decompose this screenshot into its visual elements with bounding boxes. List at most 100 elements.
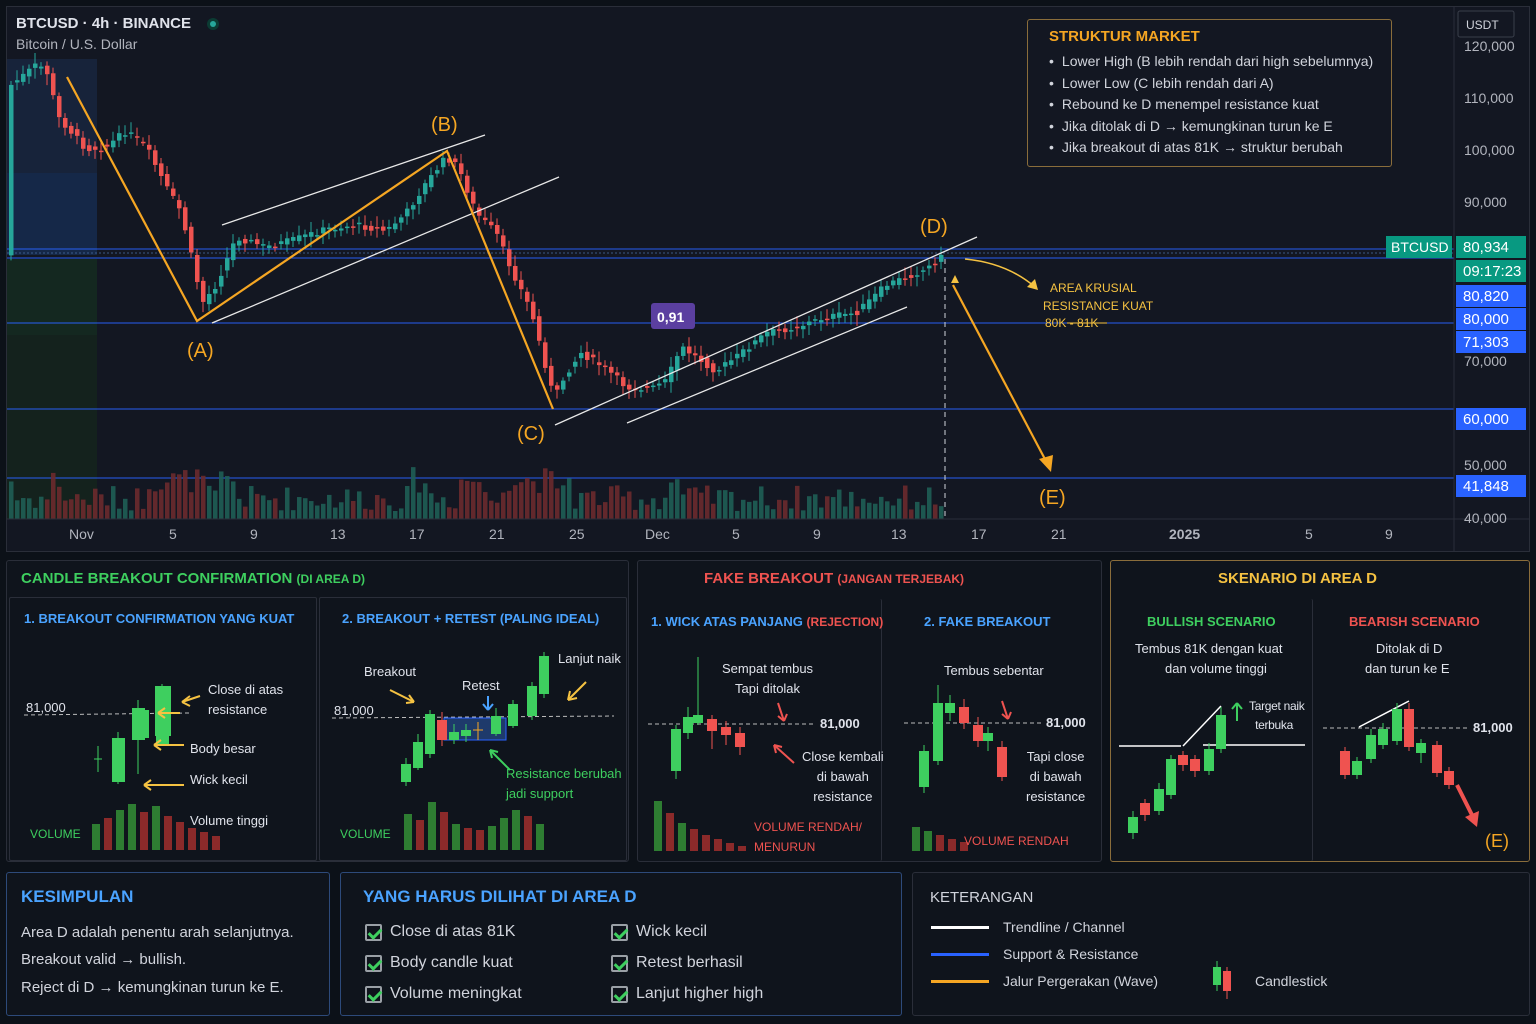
candle-body bbox=[705, 357, 710, 369]
volume-bar bbox=[237, 498, 242, 519]
candle-body bbox=[45, 65, 50, 75]
checkbox-checked-icon[interactable] bbox=[611, 923, 628, 941]
fake-breakout-title: FAKE BREAKOUT (JANGAN TERJEBAK) bbox=[704, 570, 965, 587]
candle-body bbox=[423, 183, 428, 195]
candle-body bbox=[753, 340, 758, 345]
volume-bar bbox=[177, 474, 182, 519]
checkbox-checked-icon[interactable] bbox=[611, 985, 628, 1003]
candle-body bbox=[561, 380, 566, 390]
wick-rejection-diagram bbox=[648, 657, 816, 851]
time-tick: 5 bbox=[732, 526, 740, 542]
price-badge-text: 60,000 bbox=[1463, 411, 1509, 428]
volume-bar bbox=[873, 503, 878, 519]
volume-bar bbox=[627, 491, 632, 519]
candle-body bbox=[147, 144, 152, 150]
candle-body bbox=[291, 237, 296, 241]
checklist-item[interactable]: Close di atas 81K bbox=[365, 923, 515, 941]
checkbox-checked-icon[interactable] bbox=[365, 985, 382, 1003]
candle-body bbox=[765, 331, 770, 337]
fake-breakout-subtitle: 2. FAKE BREAKOUT bbox=[924, 614, 1051, 629]
volume-bar bbox=[471, 481, 476, 519]
time-tick: 2025 bbox=[1169, 526, 1200, 542]
checkbox-checked-icon[interactable] bbox=[365, 923, 382, 941]
volume-bar bbox=[159, 489, 164, 519]
candle-body bbox=[135, 136, 140, 138]
checkbox-checked-icon[interactable] bbox=[365, 954, 382, 972]
fake-breakout-panel: FAKE BREAKOUT (JANGAN TERJEBAK) 1. WICK … bbox=[637, 560, 1102, 862]
candle-body bbox=[105, 144, 110, 147]
volume-bar bbox=[507, 490, 512, 519]
candle-body bbox=[507, 249, 512, 267]
level-label: 81,000 bbox=[334, 703, 374, 718]
chart-svg[interactable]: USDT120,000110,000100,00090,00070,00050,… bbox=[7, 7, 1530, 552]
volume-bar bbox=[279, 510, 284, 519]
volume-bar bbox=[585, 492, 590, 519]
candle-body bbox=[285, 238, 290, 245]
volume-bar bbox=[57, 486, 62, 519]
price-chart[interactable]: USDT 120,000 110,000 100,000 90,000 70,000 50,… bbox=[6, 6, 1530, 552]
bullish-desc: Tembus 81K dengan kuat dan volume tinggi bbox=[1135, 641, 1283, 676]
candle-body bbox=[405, 208, 410, 217]
checklist-item[interactable]: Wick kecil bbox=[611, 923, 707, 941]
volume-bar bbox=[387, 505, 392, 519]
candle-body bbox=[933, 263, 938, 266]
time-tick: Dec bbox=[645, 526, 670, 542]
volume-bar bbox=[525, 478, 530, 519]
candle-body bbox=[339, 228, 344, 231]
wave-point-label: (A) bbox=[187, 340, 214, 362]
volume-bar bbox=[447, 507, 452, 519]
candle-body bbox=[759, 335, 764, 343]
checkbox-checked-icon[interactable] bbox=[611, 954, 628, 972]
candle-body bbox=[393, 223, 398, 230]
volume-bar bbox=[519, 482, 524, 519]
volume-bar bbox=[903, 485, 908, 519]
candle-body bbox=[381, 226, 386, 231]
volume-bar bbox=[717, 490, 722, 519]
trendline bbox=[554, 236, 978, 426]
candle-body bbox=[711, 363, 716, 373]
trendline bbox=[221, 134, 486, 226]
checklist-item[interactable]: Volume meningkat bbox=[365, 985, 522, 1003]
candle-body bbox=[903, 278, 908, 280]
time-tick: 9 bbox=[250, 526, 258, 542]
candle-body bbox=[315, 235, 320, 237]
candle-body bbox=[783, 328, 788, 333]
crucial-area-text: AREA KRUSIAL bbox=[1050, 281, 1137, 295]
candle-body bbox=[837, 312, 842, 318]
body-label: Body besar bbox=[190, 741, 256, 756]
candle-body bbox=[915, 275, 920, 277]
volume-label: VOLUME bbox=[30, 827, 81, 841]
time-tick: 13 bbox=[330, 526, 346, 542]
volume-bar bbox=[129, 510, 134, 519]
volume-bar bbox=[99, 494, 104, 519]
volume-bar bbox=[453, 508, 458, 519]
candle-body bbox=[879, 286, 884, 297]
candle-body bbox=[387, 226, 392, 229]
checklist-item[interactable]: Retest berhasil bbox=[611, 954, 743, 972]
candle-body bbox=[921, 270, 926, 272]
candle-body bbox=[15, 80, 20, 83]
candle-body bbox=[627, 384, 632, 390]
volume-bar bbox=[39, 496, 44, 519]
volume-bar bbox=[753, 500, 758, 519]
time-tick: 9 bbox=[813, 526, 821, 542]
volume-bar bbox=[117, 508, 122, 519]
candle-body bbox=[669, 366, 674, 383]
candle-body bbox=[831, 313, 836, 319]
volume-bar bbox=[297, 497, 302, 519]
candle-body bbox=[927, 265, 932, 269]
checklist-item[interactable]: Lanjut higher high bbox=[611, 985, 763, 1003]
volume-bar bbox=[309, 501, 314, 519]
checklist-item[interactable]: Body candle kuat bbox=[365, 954, 513, 972]
structure-item: Jika ditolak di D → kemungkinan turun ke… bbox=[1049, 116, 1381, 138]
structure-item: Lower Low (C lebih rendah dari A) bbox=[1049, 73, 1381, 95]
volume-bar bbox=[765, 505, 770, 519]
volume-bar bbox=[105, 505, 110, 519]
zone-shade bbox=[7, 259, 97, 335]
time-tick: 17 bbox=[971, 526, 987, 542]
candle-body bbox=[555, 385, 560, 390]
candle-body bbox=[567, 372, 572, 377]
breakout-label: Breakout bbox=[364, 664, 417, 679]
volume-bar bbox=[87, 504, 92, 519]
